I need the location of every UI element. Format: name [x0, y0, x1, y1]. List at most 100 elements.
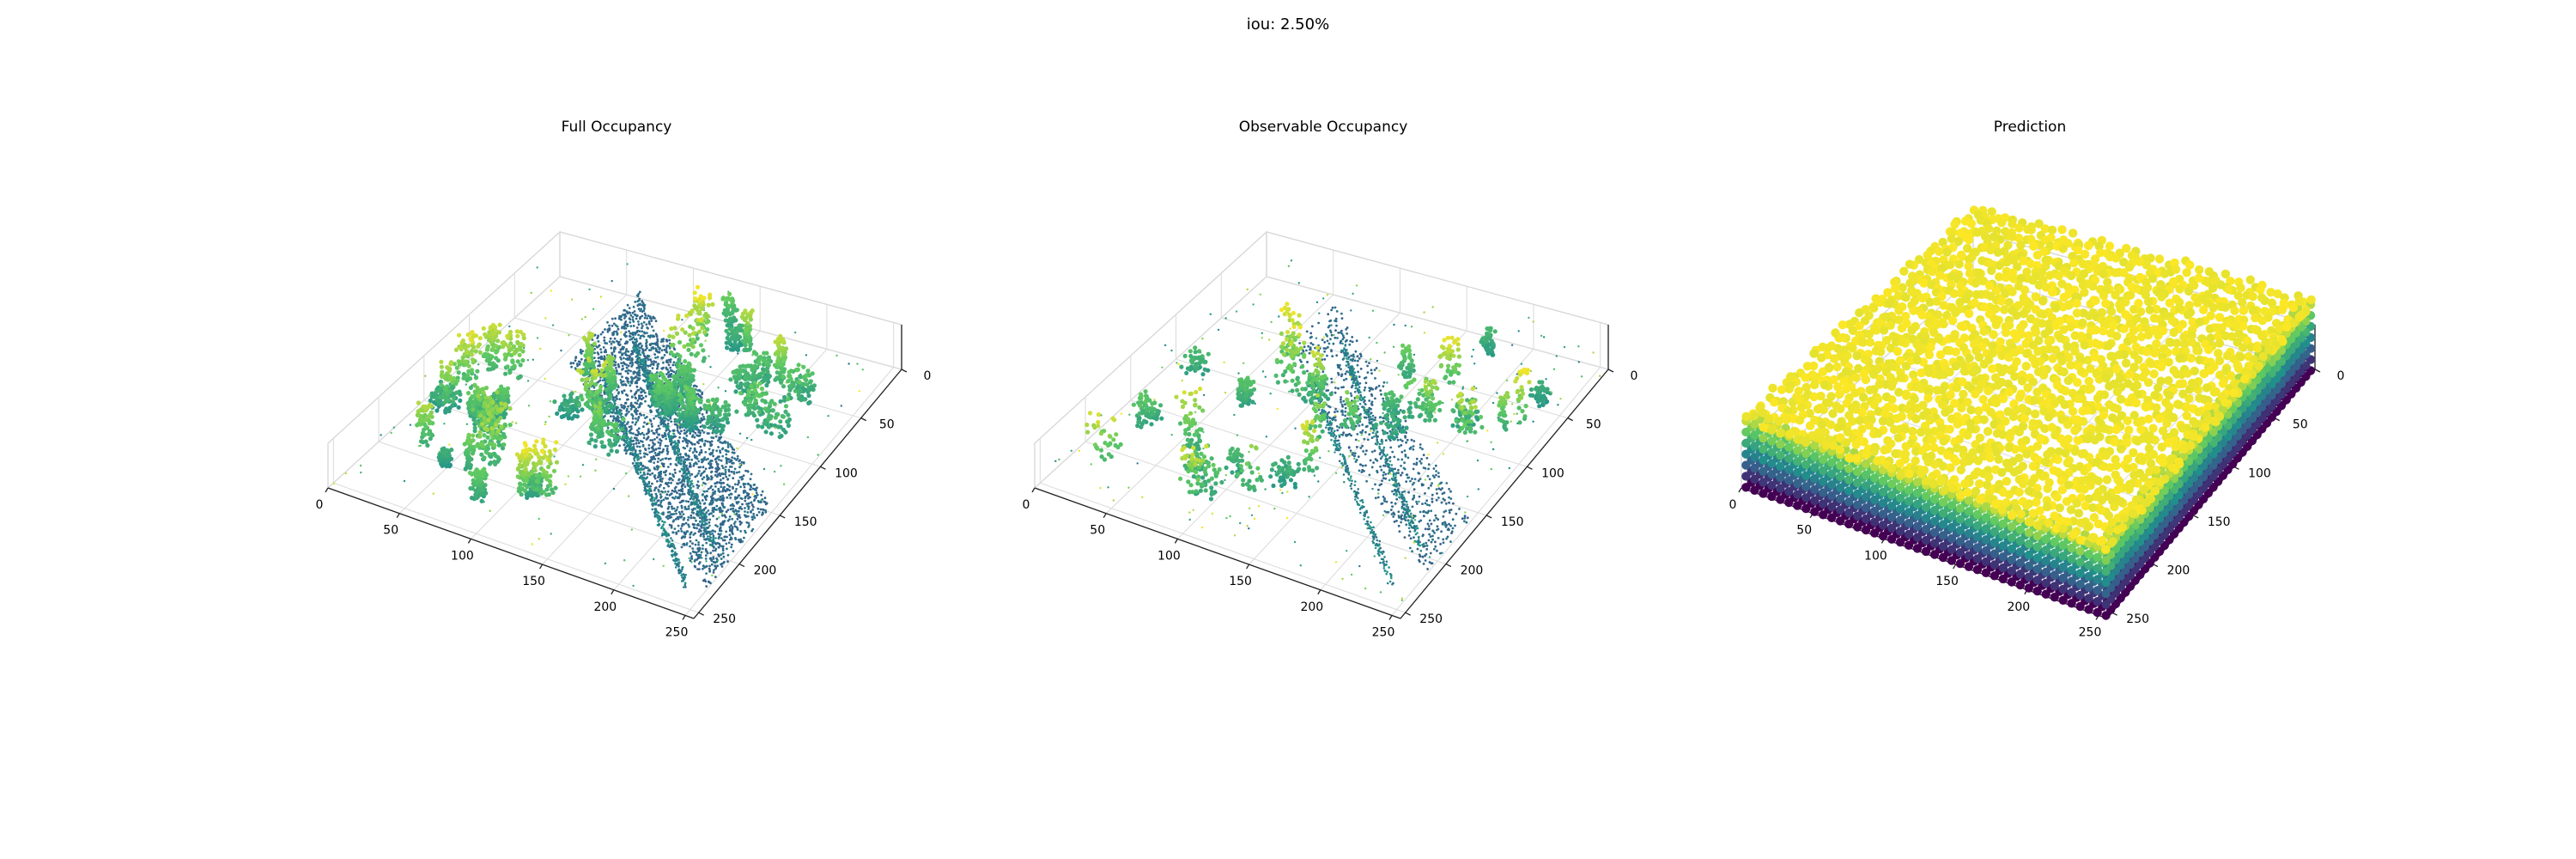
- voxel-point: [625, 366, 629, 369]
- voxel-point: [596, 409, 601, 414]
- voxel-point: [787, 392, 792, 398]
- voxel-point: [796, 393, 801, 398]
- voxel-point: [594, 360, 598, 362]
- voxel-point: [734, 329, 739, 334]
- voxel-point: [657, 457, 660, 460]
- voxel-point: [743, 402, 748, 407]
- voxel-point: [796, 362, 801, 368]
- voxel-point: [487, 353, 493, 358]
- voxel-point: [667, 432, 670, 435]
- voxel-point: [805, 369, 811, 374]
- voxel-point: [657, 379, 662, 384]
- voxel-point: [690, 405, 696, 411]
- voxel-point: [479, 442, 485, 448]
- voxel-point: [465, 391, 471, 396]
- voxel-point: [615, 411, 618, 413]
- voxel-point: [623, 317, 626, 320]
- voxel-point: [416, 412, 421, 418]
- voxel-point: [645, 340, 648, 344]
- voxel-point: [763, 430, 769, 435]
- voxel-point: [631, 332, 635, 334]
- voxel-point: [450, 403, 455, 408]
- voxel-point: [477, 350, 483, 356]
- voxel-point: [635, 339, 638, 343]
- voxel-point: [711, 451, 714, 454]
- voxel-point: [576, 364, 579, 368]
- voxel-point: [702, 431, 706, 434]
- voxel-point: [738, 373, 743, 378]
- voxel-point: [666, 361, 669, 364]
- voxel-point: [621, 326, 623, 330]
- voxel-point: [677, 372, 682, 377]
- voxel-point: [611, 356, 616, 361]
- voxel-point: [651, 367, 654, 369]
- voxel-point: [745, 320, 750, 326]
- voxel-point: [644, 362, 647, 364]
- voxel-point: [641, 344, 643, 347]
- voxel-point: [656, 339, 659, 343]
- voxel-point: [604, 349, 607, 352]
- grid-x: [684, 367, 895, 616]
- voxel-point: [632, 442, 635, 446]
- voxel-point: [811, 383, 817, 388]
- voxel-point: [597, 356, 600, 360]
- voxel-point: [475, 369, 480, 374]
- voxel-point: [629, 425, 633, 428]
- voxel-point: [477, 430, 483, 435]
- voxel-point: [501, 442, 507, 448]
- voxel-point: [745, 392, 751, 397]
- voxel-point: [677, 423, 680, 426]
- voxel-point: [636, 344, 639, 348]
- voxel-point: [675, 464, 678, 466]
- voxel-point: [690, 326, 696, 331]
- voxel-point: [611, 279, 613, 283]
- voxel-point: [641, 431, 644, 435]
- voxel-point: [623, 321, 627, 325]
- voxel-point: [506, 344, 512, 350]
- voxel-point: [451, 395, 457, 400]
- voxel-point: [637, 397, 641, 400]
- voxel-point: [579, 348, 582, 351]
- voxel-point: [636, 399, 640, 402]
- voxel-point: [599, 368, 605, 373]
- voxel-point: [642, 335, 646, 338]
- voxel-point: [727, 338, 732, 344]
- voxel-point: [359, 464, 362, 467]
- voxel-point: [637, 373, 641, 376]
- voxel-point: [663, 411, 668, 417]
- voxel-point: [656, 383, 661, 388]
- voxel-point: [687, 458, 690, 461]
- voxel-point: [640, 362, 643, 366]
- voxel-point: [579, 475, 582, 478]
- voxel-point: [672, 432, 676, 436]
- voxel-point: [848, 362, 850, 365]
- voxel-point: [634, 449, 637, 453]
- voxel-point: [631, 352, 634, 356]
- voxel-point: [658, 416, 660, 419]
- voxel-point: [640, 322, 643, 326]
- voxel-point: [448, 388, 453, 393]
- voxel-point: [686, 442, 690, 445]
- voxel-point: [635, 442, 638, 445]
- voxel-point: [344, 472, 347, 475]
- voxel-point: [718, 408, 723, 413]
- voxel-point: [786, 397, 791, 402]
- voxel-point: [626, 437, 629, 441]
- voxel-point: [665, 373, 668, 375]
- voxel-point: [627, 381, 630, 385]
- voxel-point: [638, 405, 641, 408]
- voxel-point: [747, 376, 752, 381]
- voxel-point: [647, 349, 651, 351]
- voxel-point: [695, 450, 698, 454]
- voxel-point: [633, 313, 636, 316]
- voxel-point: [620, 314, 623, 318]
- voxel-point: [512, 350, 517, 356]
- voxel-point: [663, 348, 666, 351]
- voxel-point: [465, 423, 469, 425]
- voxel-point: [786, 423, 792, 429]
- voxel-point: [625, 363, 629, 366]
- voxel-point: [467, 466, 472, 471]
- voxel-point: [603, 336, 606, 339]
- voxel-point: [710, 406, 715, 411]
- voxel-point: [699, 318, 704, 323]
